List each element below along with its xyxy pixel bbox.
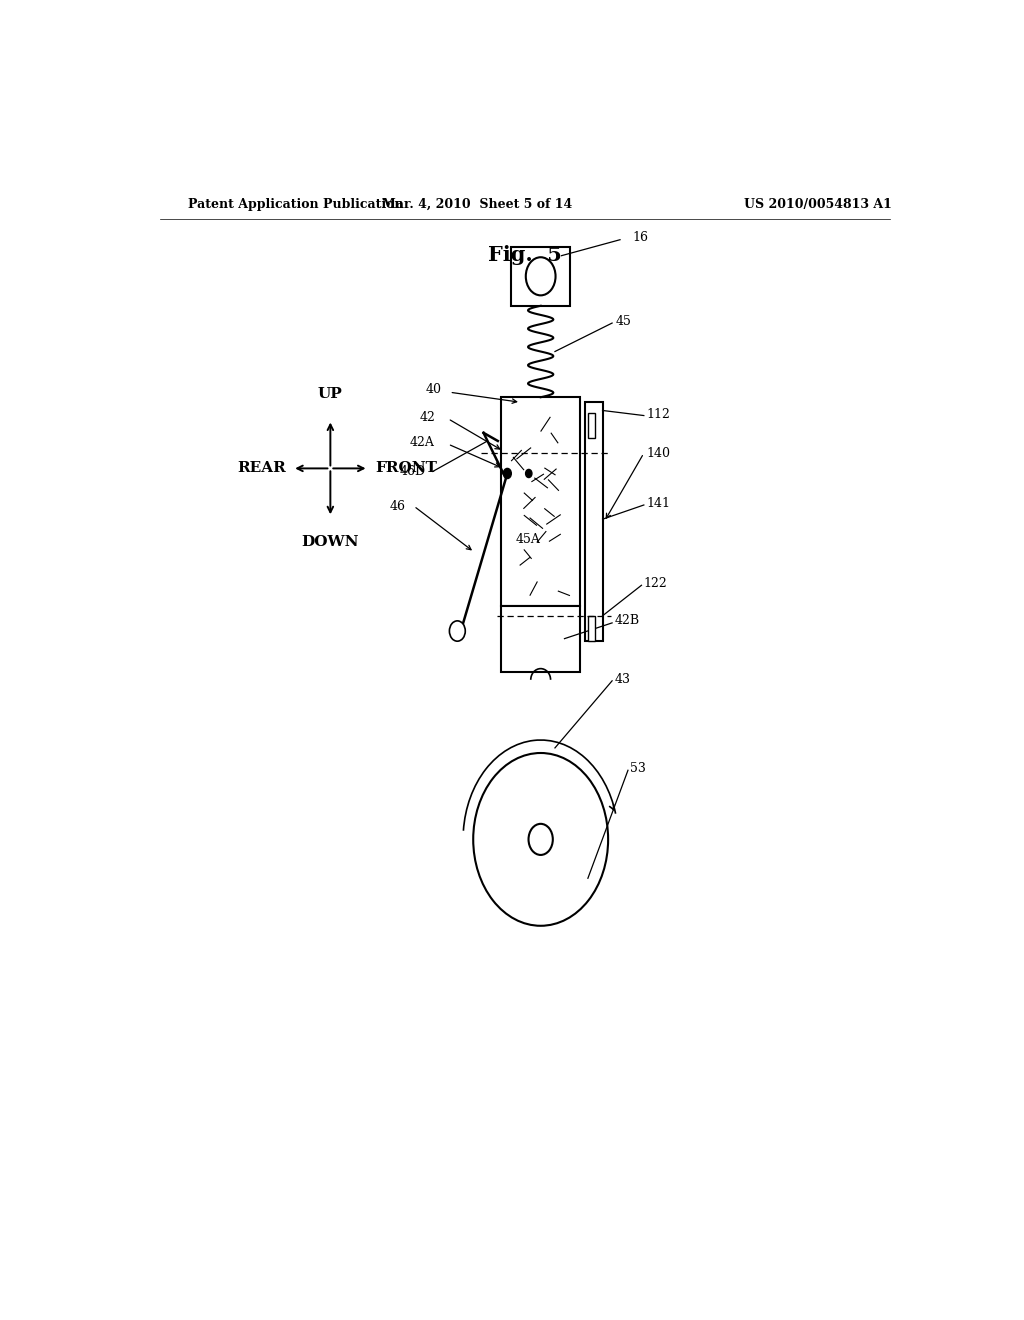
Text: Fig.  5: Fig. 5: [487, 246, 562, 265]
Text: 141: 141: [646, 498, 671, 511]
Text: 43: 43: [614, 673, 631, 686]
Bar: [501, 606, 581, 672]
Text: FRONT: FRONT: [375, 462, 436, 475]
Circle shape: [528, 824, 553, 855]
Circle shape: [450, 620, 465, 642]
Text: 46D: 46D: [399, 465, 426, 478]
Text: 46: 46: [390, 499, 406, 512]
Circle shape: [525, 470, 531, 478]
Circle shape: [525, 257, 556, 296]
Text: 42A: 42A: [410, 437, 434, 450]
Text: 16: 16: [633, 231, 649, 244]
Text: US 2010/0054813 A1: US 2010/0054813 A1: [744, 198, 892, 211]
Text: DOWN: DOWN: [302, 536, 359, 549]
Text: Patent Application Publication: Patent Application Publication: [187, 198, 403, 211]
Bar: [511, 247, 570, 306]
Circle shape: [504, 469, 511, 479]
Bar: [588, 615, 595, 642]
Text: 42B: 42B: [614, 614, 640, 627]
Bar: [588, 413, 595, 438]
Text: 53: 53: [630, 762, 645, 775]
Text: 140: 140: [646, 446, 671, 459]
Text: 40: 40: [426, 383, 441, 396]
Text: REAR: REAR: [238, 462, 286, 475]
Text: 112: 112: [646, 408, 670, 421]
Text: 122: 122: [644, 577, 668, 590]
Text: UP: UP: [318, 387, 343, 401]
Text: 45A: 45A: [515, 533, 540, 546]
Bar: [501, 397, 581, 606]
Text: Mar. 4, 2010  Sheet 5 of 14: Mar. 4, 2010 Sheet 5 of 14: [382, 198, 572, 211]
Text: 45: 45: [616, 314, 632, 327]
Circle shape: [473, 752, 608, 925]
Text: 42: 42: [420, 411, 436, 424]
Bar: [585, 403, 602, 642]
